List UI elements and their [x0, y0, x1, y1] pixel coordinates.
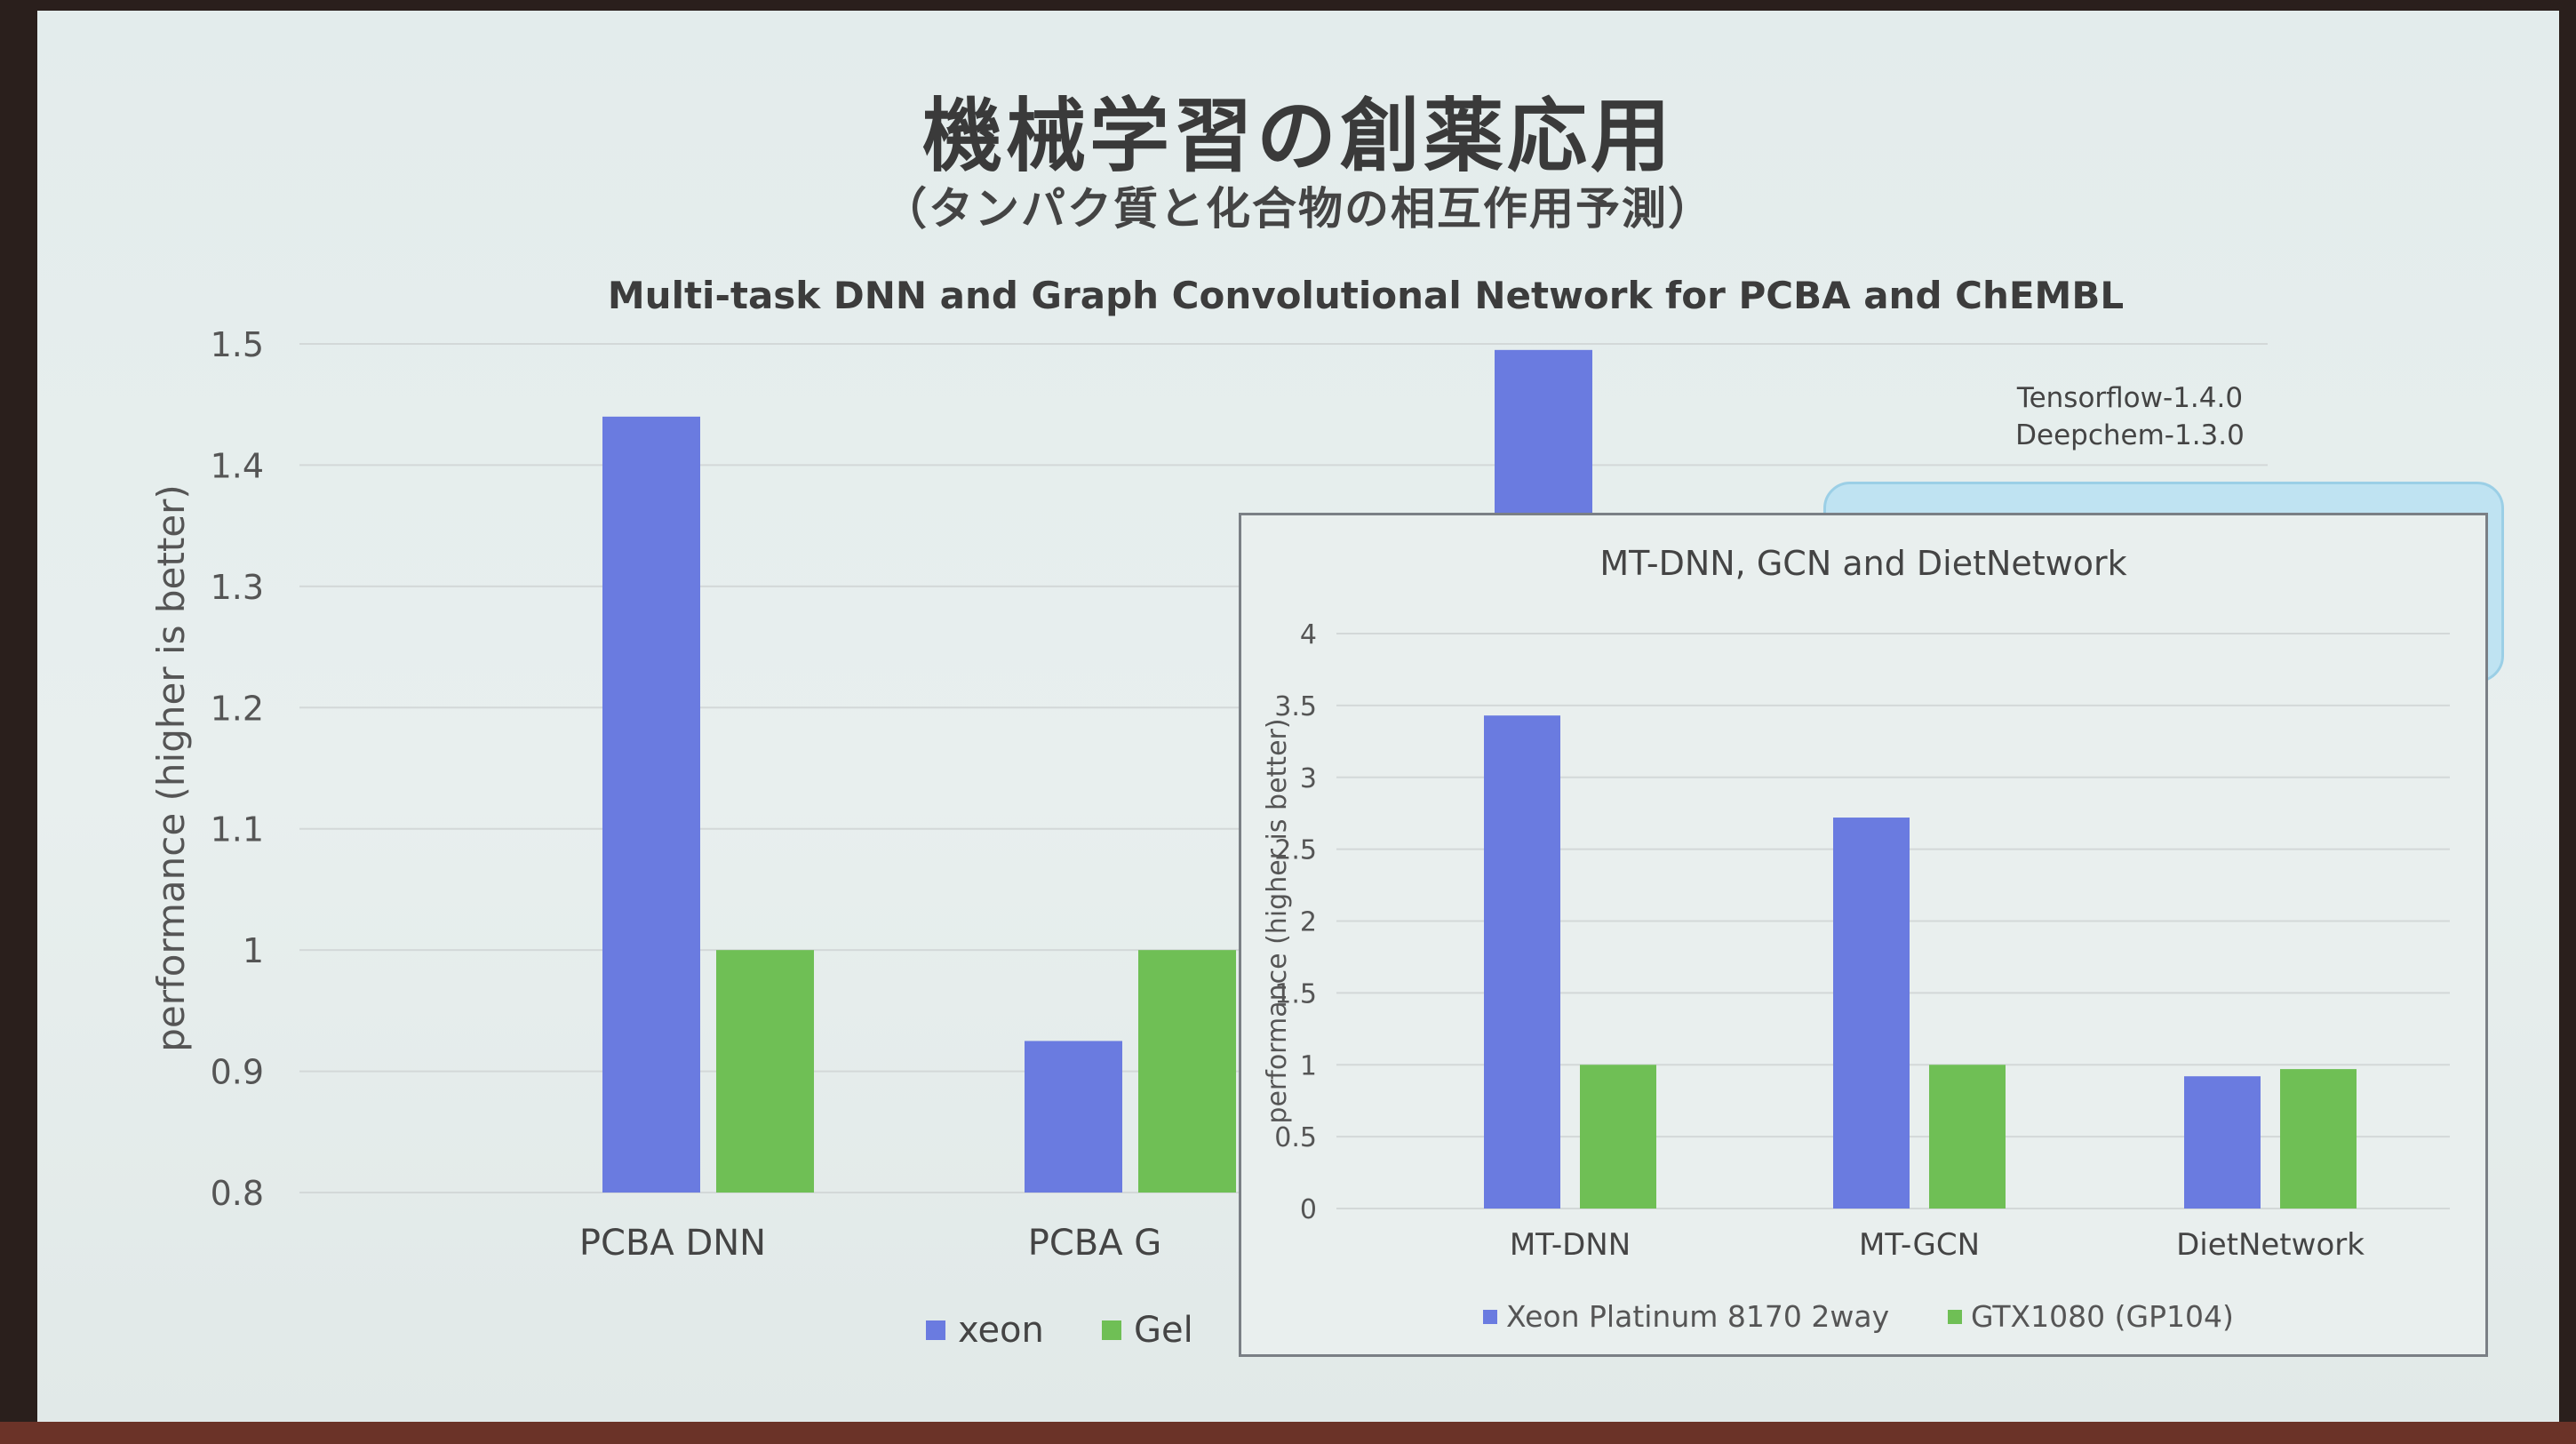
inset-legend-gtx: GTX1080 (GP104) — [1948, 1299, 2234, 1334]
inset-ytick-label: 2 — [1300, 907, 1317, 938]
legend-swatch-gpu — [1102, 1320, 1121, 1340]
inset-bar-dietnetwork-1 — [2280, 1069, 2357, 1209]
version-tensorflow: Tensorflow-1.4.0 — [2016, 382, 2244, 414]
main-ytick-label: 1.5 — [211, 325, 264, 364]
main-bar-pcba-dnn-1 — [716, 950, 814, 1193]
inset-y-axis-label: performance (higher is better) — [1262, 718, 1293, 1123]
main-chart-title: Multi-task DNN and Graph Convolutional N… — [607, 274, 2125, 317]
main-ytick-label: 1.3 — [211, 568, 264, 607]
inset-ytick-label: 1 — [1300, 1050, 1317, 1081]
inset-chart: 0 0.5 1 1.5 2 2.5 3 3.5 4 performance (higher is … — [1262, 619, 2450, 1263]
legend-label-gpu: Gel — [1134, 1310, 1193, 1351]
inset-ytick-label: 3.5 — [1274, 691, 1317, 722]
main-ytick-label: 1 — [243, 931, 264, 970]
main-bar-pcba-g-1 — [1138, 950, 1236, 1193]
slide: 機械学習の創薬応用 （タンパク質と化合物の相互作用予測） Multi-task … — [37, 11, 2559, 1422]
inset-category-label: MT-GCN — [1859, 1227, 1980, 1263]
main-ytick-label: 1.2 — [211, 689, 264, 728]
legend-swatch-xeon — [926, 1320, 945, 1340]
inset-chart-title: MT-DNN, GCN and DietNetwork — [1599, 544, 2127, 583]
inset-legend-xeon: Xeon Platinum 8170 2way — [1483, 1299, 1889, 1334]
version-deepchem: Deepchem-1.3.0 — [2015, 419, 2245, 451]
main-ytick-label: 0.8 — [211, 1174, 264, 1213]
main-bar-pcba-dnn-0 — [602, 416, 700, 1193]
inset-bar-mt-dnn-0 — [1484, 715, 1560, 1209]
main-legend-gpu: Gel — [1102, 1310, 1193, 1351]
inset-chart-panel: MT-DNN, GCN and DietNetwork 0 0.5 1 1.5 2 2.5… — [1239, 513, 2488, 1357]
main-ytick-label: 0.9 — [211, 1053, 264, 1092]
legend-swatch-xeon-platinum — [1483, 1309, 1497, 1324]
main-legend-xeon: xeon — [926, 1310, 1044, 1351]
legend-label-xeon: xeon — [958, 1310, 1044, 1351]
slide-title: 機械学習の創薬応用 — [922, 90, 1674, 183]
projection-edge — [0, 1422, 2576, 1444]
main-category-label: PCBA DNN — [579, 1223, 766, 1264]
inset-ytick-label: 3 — [1300, 763, 1317, 794]
main-y-axis-label: performance (higher is better) — [149, 484, 193, 1052]
main-bar-pcba-g-0 — [1025, 1041, 1122, 1193]
inset-ytick-label: 0 — [1300, 1194, 1317, 1225]
main-ytick-label: 1.1 — [211, 810, 264, 850]
inset-ytick-label: 1.5 — [1274, 978, 1317, 1009]
legend-label-gtx1080: GTX1080 (GP104) — [1971, 1299, 2234, 1334]
inset-ytick-label: 2.5 — [1274, 835, 1317, 866]
legend-label-xeon-platinum: Xeon Platinum 8170 2way — [1506, 1299, 1890, 1334]
inset-ytick-label: 4 — [1300, 619, 1317, 650]
legend-swatch-gtx1080 — [1948, 1309, 1962, 1324]
inset-category-label: DietNetwork — [2176, 1227, 2365, 1263]
inset-bar-mt-dnn-1 — [1580, 1065, 1656, 1209]
main-ytick-label: 1.4 — [211, 446, 264, 485]
inset-category-label: MT-DNN — [1510, 1227, 1631, 1263]
slide-subtitle: （タンパク質と化合物の相互作用予測） — [882, 183, 1714, 235]
main-category-label: PCBA G — [1028, 1223, 1162, 1264]
inset-bar-mt-gcn-0 — [1833, 818, 1910, 1209]
inset-ytick-label: 0.5 — [1274, 1122, 1317, 1153]
inset-bar-mt-gcn-1 — [1929, 1065, 2006, 1209]
inset-bar-dietnetwork-0 — [2184, 1076, 2261, 1209]
